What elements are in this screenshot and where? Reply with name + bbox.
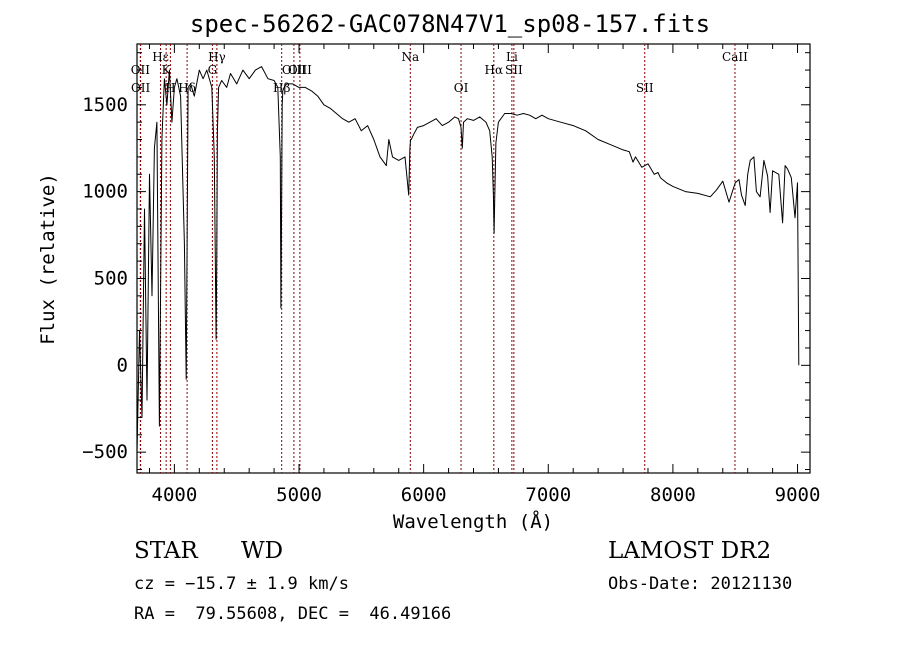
y-tick-label: 500 <box>94 267 128 289</box>
spectral-line-label: G <box>208 63 218 77</box>
x-tick-label: 8000 <box>650 484 696 506</box>
spectral-line-label: Hα <box>485 63 504 77</box>
ra-dec-text: RA = 79.55608, DEC = 46.49166 <box>134 604 452 624</box>
plot-frame <box>136 43 811 474</box>
y-tick-label: 1500 <box>82 94 128 116</box>
x-tick-label: 9000 <box>775 484 821 506</box>
spectral-line-label: Na <box>401 50 419 64</box>
x-tick-label: 7000 <box>525 484 571 506</box>
survey-name: LAMOST DR2 <box>608 538 772 564</box>
axis-ticks: 4000 5000 6000 7000 8000 9000 −500 0 500 1000 1500 <box>82 44 820 506</box>
y-tick-label: −500 <box>82 441 128 463</box>
spectral-line-label: K <box>162 63 172 77</box>
spectral-line-label: Hδ <box>178 81 196 95</box>
y-tick-label: 0 <box>117 354 128 376</box>
spectral-line-label: SII <box>636 81 654 95</box>
spectral-line-label: CaII <box>722 50 748 64</box>
x-axis-label: Wavelength (Å) <box>393 510 553 533</box>
x-tick-label: 4000 <box>152 484 198 506</box>
spectral-line-label: Li <box>506 50 518 64</box>
observation-date: Obs-Date: 20121130 <box>608 574 793 594</box>
spectrum-line <box>136 66 800 453</box>
spectral-line-label: OI <box>454 81 469 95</box>
redshift-text: cz = −15.7 ± 1.9 km/s <box>134 574 349 594</box>
chart-title: spec-56262-GAC078N47V1_sp08-157.fits <box>189 10 711 38</box>
spectral-line-markers: OIIOIIHεKHHδGHγHβOIIIOIIINaOIHαLiSIISIIC… <box>131 44 748 473</box>
object-subclass: WD <box>241 538 284 564</box>
spectral-line-label: OII <box>131 81 151 95</box>
spectral-line-label: SII <box>505 63 523 77</box>
object-class: STAR <box>134 538 198 564</box>
x-tick-label: 5000 <box>276 484 322 506</box>
spectral-line-label: Hε <box>152 50 169 64</box>
y-tick-label: 1000 <box>82 181 128 203</box>
spectral-line-label: OIII <box>288 63 312 77</box>
spectral-line-label: Hγ <box>208 50 226 64</box>
y-axis-label: Flux (relative) <box>37 173 59 345</box>
x-tick-label: 6000 <box>401 484 447 506</box>
